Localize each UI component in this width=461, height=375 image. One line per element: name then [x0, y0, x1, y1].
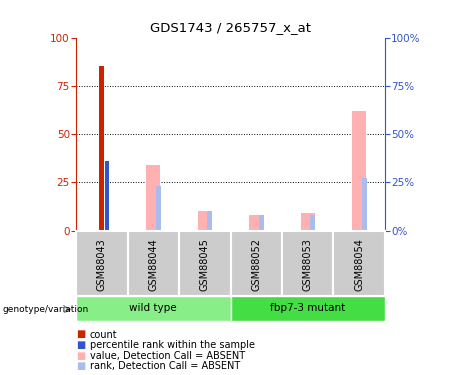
Bar [230, 231, 282, 296]
Text: count: count [90, 330, 118, 339]
Text: GSM88054: GSM88054 [354, 238, 364, 291]
Bar [362, 178, 367, 231]
Text: fbp7-3 mutant: fbp7-3 mutant [270, 303, 345, 313]
Bar [249, 215, 263, 231]
Text: ■: ■ [76, 340, 85, 350]
Text: GDS1743 / 265757_x_at: GDS1743 / 265757_x_at [150, 21, 311, 34]
Bar [128, 231, 179, 296]
Text: wild type: wild type [130, 303, 177, 313]
Text: ■: ■ [76, 351, 85, 360]
Bar [282, 231, 333, 296]
Text: genotype/variation: genotype/variation [2, 305, 89, 314]
Text: rank, Detection Call = ABSENT: rank, Detection Call = ABSENT [90, 361, 240, 371]
Bar [100, 66, 104, 231]
Bar [105, 161, 109, 231]
Bar [310, 215, 315, 231]
Text: GSM88044: GSM88044 [148, 238, 158, 291]
Text: GSM88045: GSM88045 [200, 238, 210, 291]
Text: GSM88043: GSM88043 [97, 238, 107, 291]
Bar [179, 231, 230, 296]
Bar [76, 296, 230, 321]
Bar [76, 231, 128, 296]
Bar [333, 231, 385, 296]
Bar [230, 296, 385, 321]
Bar [198, 211, 212, 231]
Text: ■: ■ [76, 361, 85, 371]
Bar [156, 186, 161, 231]
Text: GSM88052: GSM88052 [251, 238, 261, 291]
Text: ■: ■ [76, 330, 85, 339]
Text: value, Detection Call = ABSENT: value, Detection Call = ABSENT [90, 351, 245, 360]
Text: GSM88053: GSM88053 [303, 238, 313, 291]
Bar [352, 111, 366, 231]
Text: percentile rank within the sample: percentile rank within the sample [90, 340, 255, 350]
Bar [146, 165, 160, 231]
Bar [301, 213, 315, 231]
Bar [207, 211, 213, 231]
Bar [259, 215, 264, 231]
